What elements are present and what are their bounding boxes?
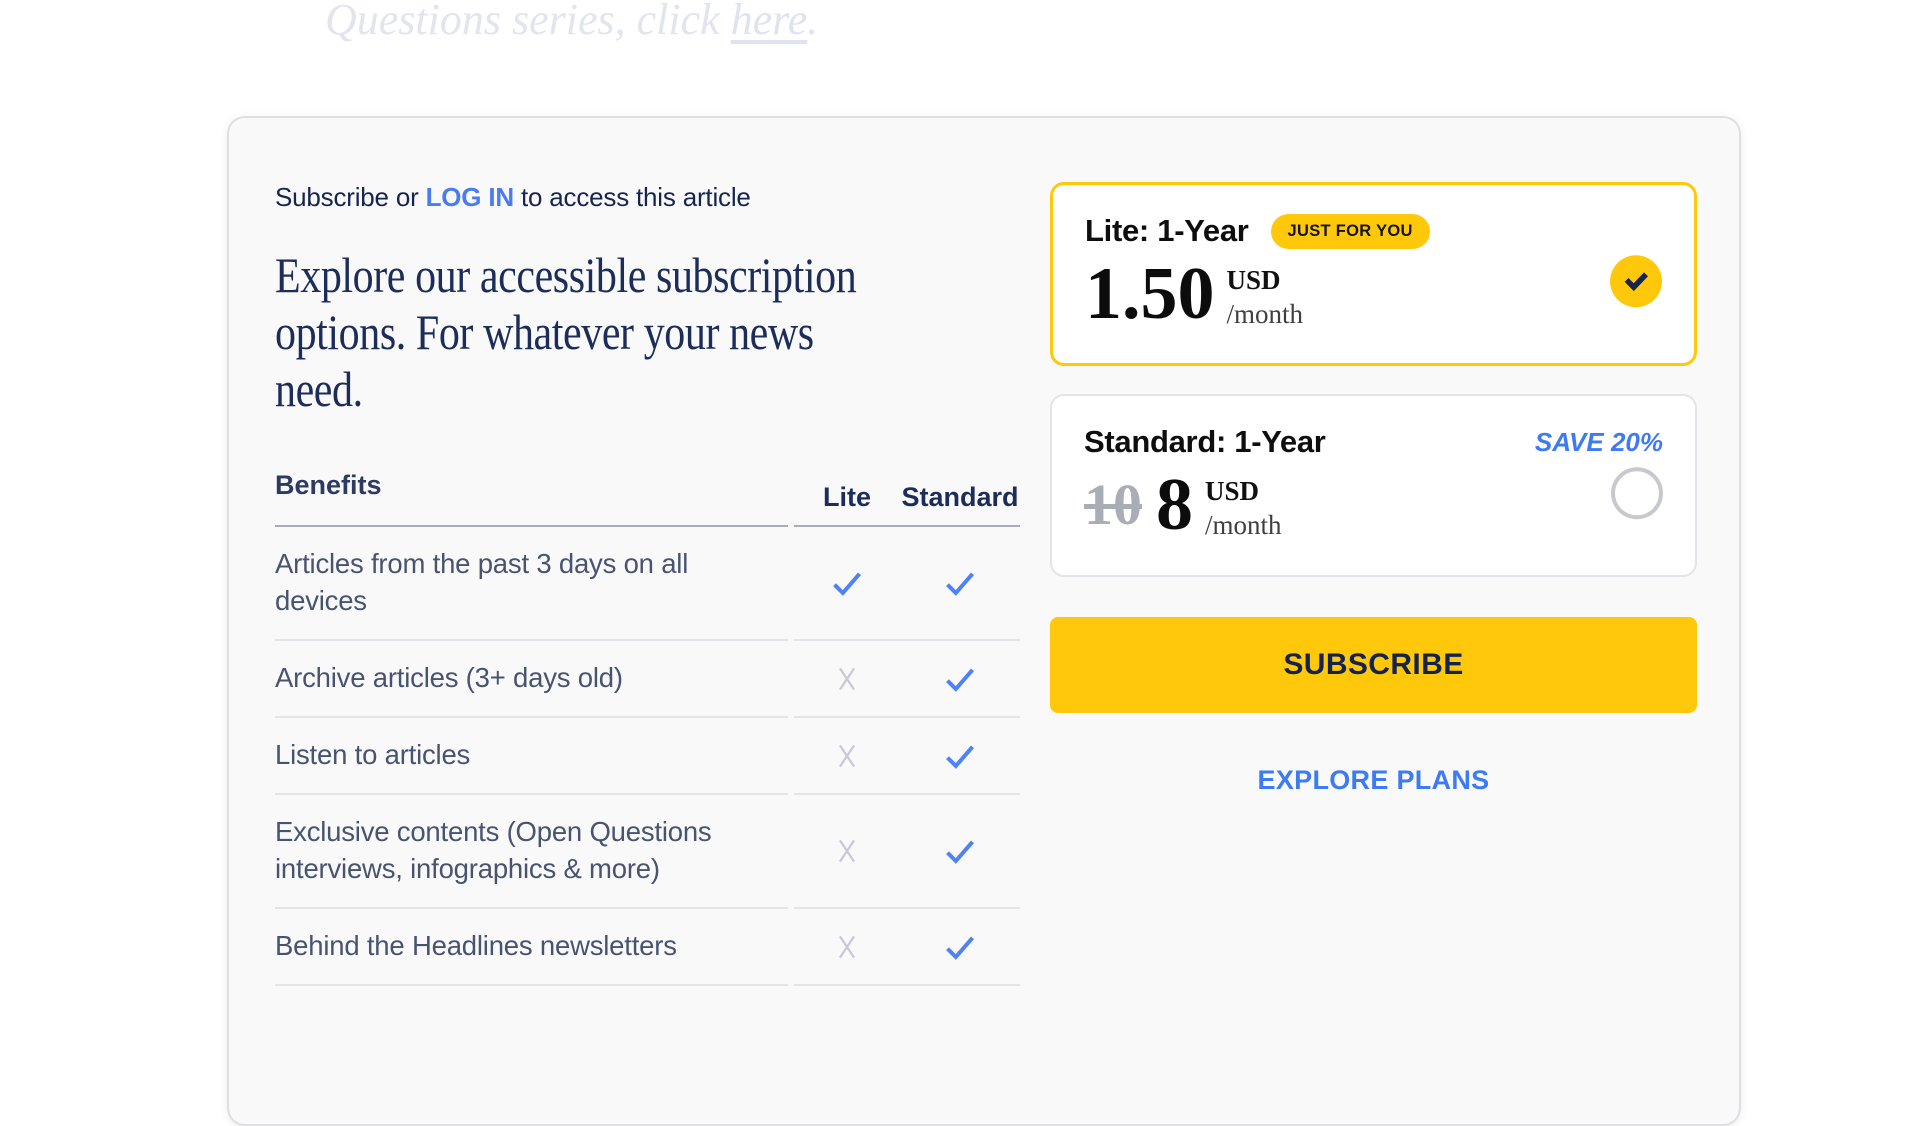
benefit-row: Behind the Headlines newsletters bbox=[275, 909, 1020, 986]
excluded-x-icon bbox=[830, 834, 864, 868]
save-20-label: SAVE 20% bbox=[1534, 426, 1663, 457]
access-prefix: Subscribe or bbox=[275, 182, 426, 212]
plan-standard-currency: USD bbox=[1205, 476, 1260, 506]
benefits-header-cell: Benefits bbox=[275, 470, 788, 527]
standard-column-header: Standard bbox=[901, 482, 1019, 512]
plan-card-standard[interactable]: Standard: 1-Year SAVE 20% 10 8 USD /mont… bbox=[1050, 394, 1697, 577]
paywall-title-line2: options. For whatever your news bbox=[275, 304, 814, 360]
paywall-right-column: Lite: 1-Year JUST FOR YOU 1.50 USD /mont… bbox=[1050, 182, 1697, 796]
plan-standard-name: Standard: 1-Year bbox=[1084, 424, 1326, 459]
access-suffix: to access this article bbox=[513, 182, 751, 212]
selected-check-icon[interactable] bbox=[1610, 255, 1662, 308]
benefit-label: Articles from the past 3 days on all dev… bbox=[275, 548, 689, 616]
included-check-icon bbox=[940, 563, 980, 603]
benefit-row: Listen to articles bbox=[275, 718, 1020, 795]
paywall-card: Subscribe or LOG IN to access this artic… bbox=[227, 116, 1741, 1126]
teaser-text: Questions series, click bbox=[325, 0, 731, 44]
benefit-label: Behind the Headlines newsletters bbox=[275, 930, 677, 961]
access-line: Subscribe or LOG IN to access this artic… bbox=[275, 182, 1020, 213]
explore-plans-link[interactable]: EXPLORE PLANS bbox=[1257, 765, 1490, 795]
benefits-table: Benefits Lite Standard Articles from the… bbox=[275, 470, 1020, 986]
plan-lite-name: Lite: 1-Year bbox=[1085, 213, 1249, 248]
plan-standard-old-price: 10 bbox=[1084, 472, 1142, 537]
plan-lite-period: /month bbox=[1226, 299, 1304, 329]
benefits-header-label: Benefits bbox=[275, 470, 382, 500]
benefit-row: Exclusive contents (Open Questions inter… bbox=[275, 795, 1020, 909]
benefit-label: Exclusive contents (Open Questions inter… bbox=[275, 816, 712, 884]
excluded-x-icon bbox=[830, 739, 864, 773]
paywall-title-line1: Explore our accessible subscription bbox=[275, 247, 857, 303]
plan-columns-header: Lite Standard bbox=[794, 470, 1020, 527]
benefit-label: Listen to articles bbox=[275, 739, 471, 770]
subscribe-button[interactable]: SUBSCRIBE bbox=[1050, 617, 1697, 713]
just-for-you-badge: JUST FOR YOU bbox=[1270, 213, 1430, 249]
check-glyph bbox=[1624, 272, 1649, 292]
included-check-icon bbox=[940, 659, 980, 699]
included-check-icon bbox=[940, 736, 980, 776]
paywall-title-line3: need. bbox=[275, 361, 363, 417]
faded-article-teaser: Questions series, click here. bbox=[325, 0, 1225, 45]
benefit-row: Articles from the past 3 days on all dev… bbox=[275, 527, 1020, 641]
excluded-x-icon bbox=[830, 662, 864, 696]
excluded-x-icon bbox=[830, 930, 864, 964]
teaser-period: . bbox=[807, 0, 819, 44]
plan-standard-period: /month bbox=[1205, 510, 1282, 540]
plan-lite-currency: USD bbox=[1226, 265, 1281, 295]
paywall-left-column: Subscribe or LOG IN to access this artic… bbox=[275, 182, 1020, 986]
included-check-icon bbox=[827, 563, 867, 603]
benefit-row: Archive articles (3+ days old) bbox=[275, 641, 1020, 718]
log-in-link[interactable]: LOG IN bbox=[425, 182, 515, 212]
benefit-label: Archive articles (3+ days old) bbox=[275, 662, 623, 693]
plan-card-lite[interactable]: Lite: 1-Year JUST FOR YOU 1.50 USD /mont… bbox=[1050, 182, 1697, 366]
plan-lite-price: 1.50 bbox=[1085, 253, 1215, 335]
unselected-radio-icon[interactable] bbox=[1611, 466, 1663, 519]
teaser-here-link[interactable]: here bbox=[730, 0, 808, 44]
paywall-title: Explore our accessible subscription opti… bbox=[275, 247, 1031, 418]
included-check-icon bbox=[940, 927, 980, 967]
lite-column-header: Lite bbox=[822, 482, 871, 512]
included-check-icon bbox=[940, 831, 980, 871]
benefits-header-row: Benefits Lite Standard bbox=[275, 470, 1020, 527]
plan-standard-price: 8 bbox=[1156, 464, 1193, 546]
